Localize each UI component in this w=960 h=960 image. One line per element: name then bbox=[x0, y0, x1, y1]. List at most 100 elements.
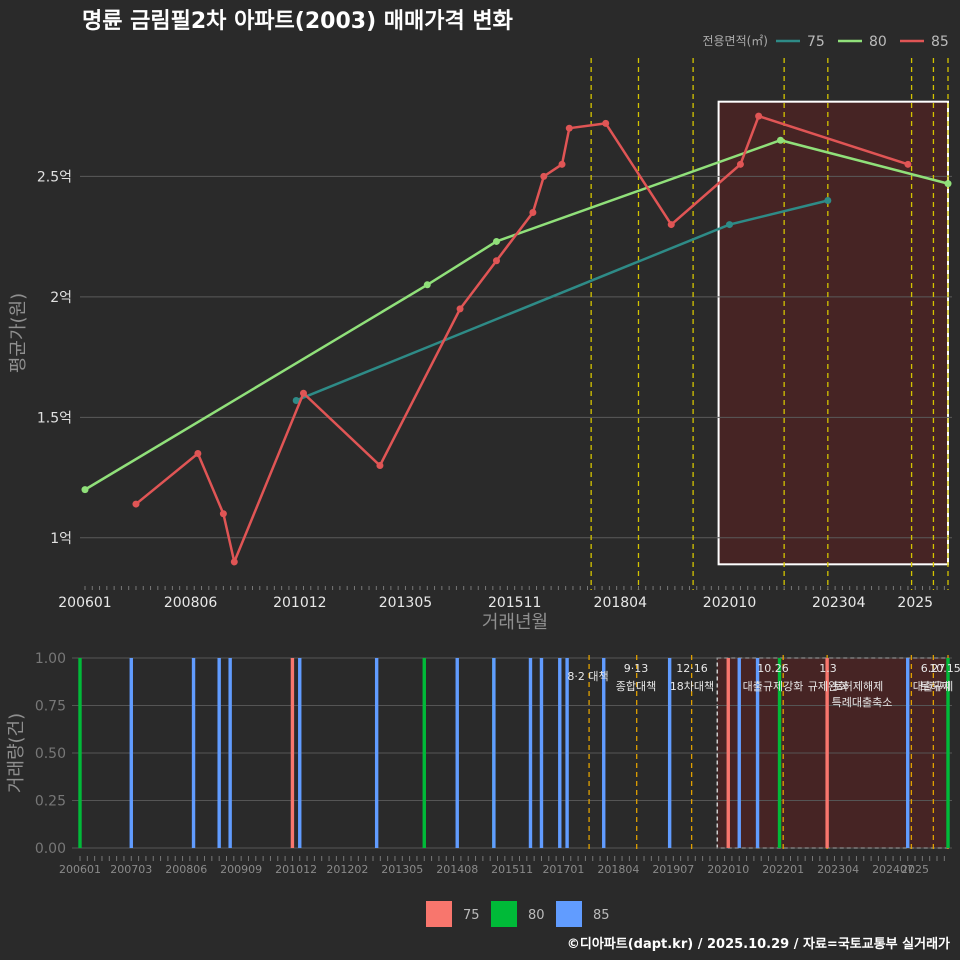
highlight-period bbox=[717, 100, 949, 566]
policy-annotation-date: 1.3 bbox=[819, 662, 837, 675]
volume-bar-85 bbox=[906, 658, 910, 848]
volume-x-tick-label: 202304 bbox=[817, 863, 859, 876]
point-85 bbox=[565, 124, 573, 132]
policy-annotation-label: 8·2 대책 bbox=[567, 670, 608, 683]
point-85 bbox=[376, 462, 384, 470]
point-85 bbox=[736, 160, 744, 168]
x-tick-label: 202010 bbox=[703, 595, 756, 611]
point-85 bbox=[540, 172, 548, 180]
point-85 bbox=[492, 257, 500, 265]
volume-x-tick-label: 202010 bbox=[707, 863, 749, 876]
policy-annotation-label: 규제완화 bbox=[808, 680, 848, 693]
policy-annotation-date: 10.15 bbox=[929, 662, 960, 675]
point-85 bbox=[230, 558, 238, 566]
point-85 bbox=[558, 160, 566, 168]
point-80 bbox=[81, 486, 89, 494]
legend-label-85: 85 bbox=[931, 34, 949, 50]
volume-bar-85 bbox=[539, 658, 544, 848]
point-85 bbox=[132, 500, 140, 508]
x-tick-label: 201012 bbox=[273, 595, 326, 611]
volume-bar-85 bbox=[217, 658, 221, 848]
volume-bar-85 bbox=[191, 658, 196, 848]
point-75 bbox=[726, 221, 734, 229]
legend-label-80: 80 bbox=[869, 34, 887, 50]
volume-bar-80 bbox=[777, 658, 782, 848]
volume-x-tick-label: 201804 bbox=[597, 863, 639, 876]
y-tick-label: 2.5억 bbox=[37, 169, 72, 185]
point-85 bbox=[602, 119, 610, 127]
volume-bar-85 bbox=[565, 658, 569, 848]
point-80 bbox=[944, 180, 952, 188]
y-tick-label: 2억 bbox=[50, 290, 72, 306]
volume-bar-75 bbox=[726, 658, 730, 848]
volume-x-tick-label: 201012 bbox=[275, 863, 317, 876]
volume-x-tick-label: 201907 bbox=[652, 863, 694, 876]
point-85 bbox=[667, 221, 675, 229]
volume-legend-key-80 bbox=[491, 901, 517, 927]
volume-bar-85 bbox=[374, 658, 379, 848]
volume-x-tick-label: 201202 bbox=[326, 863, 368, 876]
volume-bar-85 bbox=[528, 658, 533, 848]
volume-y-tick-label: 0.25 bbox=[35, 794, 66, 810]
point-80 bbox=[423, 281, 431, 289]
point-75 bbox=[824, 196, 832, 204]
volume-bar-85 bbox=[558, 658, 562, 848]
volume-x-tick-label: 201305 bbox=[381, 863, 423, 876]
volume-bar-85 bbox=[602, 658, 606, 848]
policy-annotation-date: 10.26 bbox=[757, 662, 789, 675]
volume-legend-label-75: 75 bbox=[463, 908, 480, 923]
x-tick-label: 2025 bbox=[897, 595, 933, 611]
volume-legend-label-85: 85 bbox=[593, 908, 610, 923]
volume-x-tick-label: 201511 bbox=[491, 863, 533, 876]
volume-x-tick-label: 202201 bbox=[762, 863, 804, 876]
point-85 bbox=[299, 389, 307, 397]
volume-bar-85 bbox=[129, 658, 133, 848]
volume-y-axis-label: 거래량(건) bbox=[6, 713, 27, 793]
volume-x-tick-label: 200806 bbox=[165, 863, 207, 876]
point-75 bbox=[292, 396, 300, 404]
point-85 bbox=[219, 510, 227, 518]
volume-y-tick-label: 0.75 bbox=[35, 699, 66, 715]
point-85 bbox=[755, 112, 763, 120]
volume-x-tick-label: 200909 bbox=[220, 863, 262, 876]
volume-y-tick-label: 0.50 bbox=[35, 746, 66, 762]
volume-chart: 0.00 0.25 0.50 0.75 1.00 8·2 대책 9·13 종합대책 12·16 1… bbox=[6, 0, 960, 927]
volume-x-tick-label: 200601 bbox=[59, 863, 101, 876]
footer-credit: ©디아파트(dapt.kr) / 2025.10.29 / 자료=국토교통부 실… bbox=[567, 936, 950, 952]
volume-bar-85 bbox=[667, 658, 672, 848]
policy-annotation-date: 12·16 bbox=[676, 662, 708, 675]
policy-annotation-date: 9·13 bbox=[624, 662, 649, 675]
policy-annotation-label: 토허제 bbox=[920, 680, 950, 693]
point-85 bbox=[529, 209, 537, 217]
policy-annotation-label: 종합대책 bbox=[616, 680, 656, 693]
volume-x-tick-label: 200703 bbox=[110, 863, 152, 876]
policy-annotation-date: 9.7 bbox=[849, 0, 867, 3]
legend-title: 전용면적(㎡) bbox=[702, 34, 768, 48]
volume-bar-85 bbox=[737, 658, 741, 848]
volume-legend-key-85 bbox=[556, 901, 582, 927]
volume-bar-85 bbox=[455, 658, 459, 848]
point-80 bbox=[492, 237, 500, 245]
policy-annotation-label: 대출규제 bbox=[913, 680, 953, 693]
volume-bar-80 bbox=[422, 658, 426, 848]
volume-bar-85 bbox=[228, 658, 232, 848]
point-85 bbox=[194, 449, 202, 457]
x-tick-label: 200601 bbox=[58, 595, 111, 611]
volume-bar-85 bbox=[492, 658, 496, 848]
y-tick-label: 1.5억 bbox=[37, 410, 72, 426]
point-85 bbox=[904, 160, 912, 168]
volume-bar-80 bbox=[946, 658, 950, 848]
price-chart: 1억 1.5억 2억 2.5억 200601 200806 201012 201305 2015… bbox=[8, 34, 952, 633]
volume-bar-75 bbox=[290, 658, 295, 848]
volume-x-tick-label: 201701 bbox=[542, 863, 584, 876]
volume-bar-80 bbox=[78, 658, 82, 848]
x-tick-label: 201305 bbox=[379, 595, 432, 611]
x-tick-label: 201804 bbox=[594, 595, 648, 611]
y-tick-label: 1억 bbox=[50, 531, 72, 547]
volume-x-tick-label: 201408 bbox=[436, 863, 478, 876]
volume-bar-75 bbox=[825, 658, 829, 848]
volume-legend-label-80: 80 bbox=[528, 908, 545, 923]
x-axis-label: 거래년월 bbox=[482, 612, 548, 633]
volume-y-tick-label: 0.00 bbox=[35, 841, 66, 857]
